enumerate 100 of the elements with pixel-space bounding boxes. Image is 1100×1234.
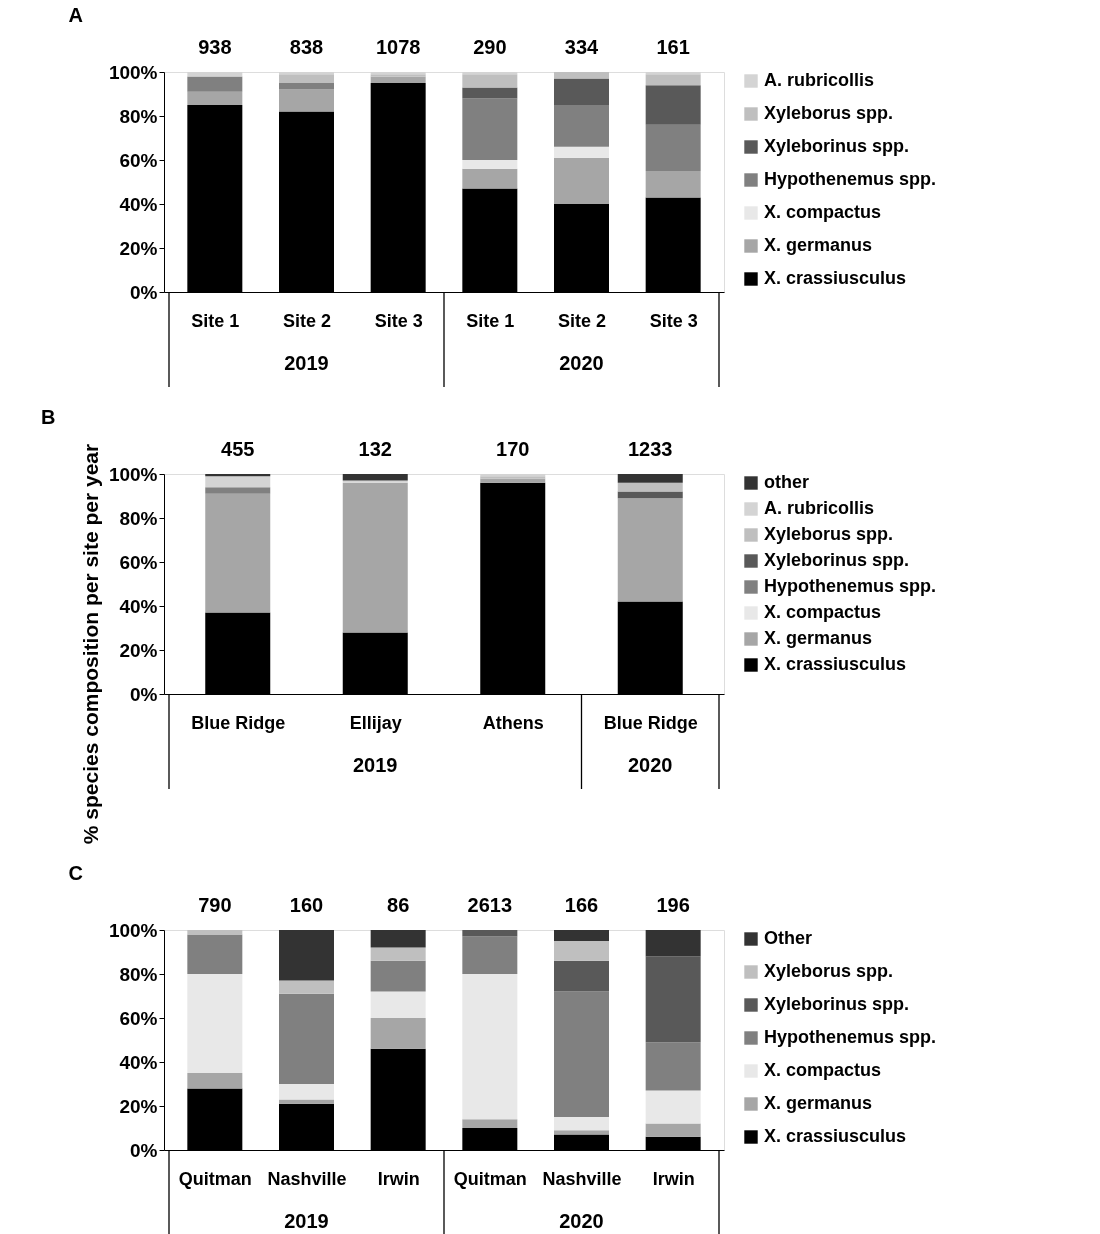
legend-label: Xyleborinus spp. (764, 550, 910, 570)
chart-title: A (68, 4, 83, 26)
y-tick-label: 40% (119, 193, 158, 215)
text: 1078 (375, 36, 421, 58)
bar (462, 160, 518, 169)
bar (205, 474, 271, 477)
bar (462, 1119, 518, 1128)
bar (645, 74, 701, 86)
y-tick-label: 0% (130, 1139, 158, 1161)
text: 132 (358, 438, 392, 460)
bar (645, 1090, 701, 1124)
bar (645, 171, 701, 198)
text: 290 (473, 36, 507, 58)
chart-title: B (41, 406, 56, 428)
y-tick-label: 80% (119, 507, 158, 529)
bar (645, 85, 701, 125)
y-tick-label: 20% (119, 639, 158, 661)
bar (554, 157, 609, 204)
x-tick-label: Site 1 (191, 310, 240, 331)
legend-label: Hypothenemus spp. (764, 1027, 937, 1047)
bar (370, 947, 426, 961)
text: 790 (198, 894, 232, 916)
legend-label: A. rubricollis (764, 498, 875, 518)
bar (279, 930, 334, 981)
legend-label: Xyleborinus spp. (764, 136, 910, 156)
y-tick-label: 80% (119, 105, 158, 127)
legend-label: X. crassiusculus (764, 654, 907, 674)
x-tick-label: Blue Ridge (191, 712, 286, 733)
bar (462, 974, 518, 1120)
y-tick-label: 100% (108, 919, 158, 941)
bar (554, 72, 609, 79)
x-tick-label: Nashville (267, 1168, 347, 1189)
bar (279, 1099, 334, 1104)
bar (554, 930, 609, 941)
bar (462, 98, 518, 160)
bar (279, 89, 334, 112)
bar (462, 87, 518, 99)
bar (279, 1084, 334, 1100)
bar (370, 960, 426, 992)
y-tick-label: 60% (119, 551, 158, 573)
y-tick-label: 0% (130, 683, 158, 705)
legend-label: Hypothenemus spp. (764, 169, 937, 189)
x-tick-label: Site 3 (374, 310, 423, 331)
y-tick-label: 60% (119, 149, 158, 171)
text: 2019 (353, 754, 398, 776)
x-tick-label: Site 2 (557, 310, 607, 331)
bar (645, 124, 701, 171)
y-tick-label: 40% (119, 595, 158, 617)
legend-label: X. crassiusculus (764, 268, 907, 288)
text: 2019 (284, 1210, 329, 1232)
bar (205, 476, 271, 488)
text: 938 (198, 36, 232, 58)
bar (617, 498, 683, 602)
x-tick-label: Quitman (453, 1168, 527, 1189)
text: 2020 (559, 1210, 604, 1232)
bar (279, 83, 334, 90)
x-tick-label: Site 2 (282, 310, 332, 331)
bar (617, 491, 683, 499)
x-tick-label: Site 1 (466, 310, 515, 331)
text: 2020 (559, 352, 604, 374)
bar (279, 993, 334, 1084)
x-tick-label: Irwin (377, 1168, 420, 1189)
y-tick-label: 100% (108, 61, 158, 83)
bar (554, 146, 609, 158)
legend-label: Hypothenemus spp. (764, 576, 937, 596)
bar (370, 991, 426, 1018)
legend-label: Xyleborus spp. (764, 524, 894, 544)
legend-label: A. rubricollis (764, 70, 875, 90)
y-tick-label: 40% (119, 1051, 158, 1073)
y-tick-label: 60% (119, 1007, 158, 1029)
text: 161 (656, 36, 690, 58)
text: 170 (496, 438, 530, 460)
bar (187, 91, 243, 105)
legend-label: Xyleborinus spp. (764, 994, 910, 1014)
bar (645, 930, 701, 957)
x-tick-label: Ellijay (349, 712, 402, 733)
y-tick-label: 0% (130, 281, 158, 303)
y-tick-label: 100% (108, 463, 158, 485)
text: 2019 (284, 352, 329, 374)
bar (342, 474, 408, 481)
bar (462, 168, 518, 189)
y-tick-label: 80% (119, 963, 158, 985)
x-tick-label: Athens (482, 712, 544, 733)
bar (645, 1042, 701, 1091)
bar (645, 956, 701, 1043)
bar (205, 493, 271, 613)
bar (617, 474, 683, 483)
bar (554, 1117, 609, 1131)
bar (645, 1123, 701, 1137)
text: 334 (564, 36, 600, 58)
bar (370, 1018, 426, 1049)
bar (554, 105, 609, 147)
legend-label: Xyleborus spp. (764, 961, 894, 981)
bar (370, 76, 426, 83)
y-tick-label: 20% (119, 237, 158, 259)
bar (462, 930, 518, 937)
bar (617, 482, 683, 492)
bar (462, 74, 518, 88)
bar (554, 78, 609, 105)
bar (342, 480, 408, 483)
